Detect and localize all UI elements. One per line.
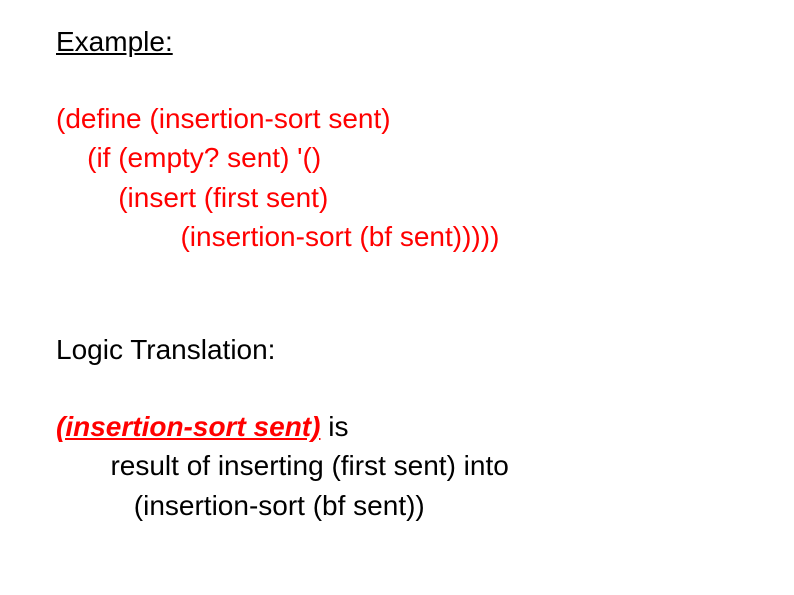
translation-line-2: result of inserting (first sent) into (56, 446, 794, 485)
code-line-2: (if (empty? sent) '() (56, 138, 794, 177)
spacer (56, 256, 794, 330)
code-line-3: (insert (first sent) (56, 178, 794, 217)
logic-heading: Logic Translation: (56, 330, 794, 369)
spacer (56, 61, 794, 99)
translation-line-3: (insertion-sort (bf sent)) (56, 486, 794, 525)
slide-page: Example: (define (insertion-sort sent) (… (0, 0, 794, 595)
code-line-4: (insertion-sort (bf sent))))) (56, 217, 794, 256)
translation-emph: (insertion-sort sent) (56, 411, 320, 442)
code-line-1: (define (insertion-sort sent) (56, 99, 794, 138)
translation-rest-1: is (320, 411, 348, 442)
translation-line-1: (insertion-sort sent) is (56, 407, 794, 446)
example-heading: Example: (56, 22, 794, 61)
spacer (56, 369, 794, 407)
